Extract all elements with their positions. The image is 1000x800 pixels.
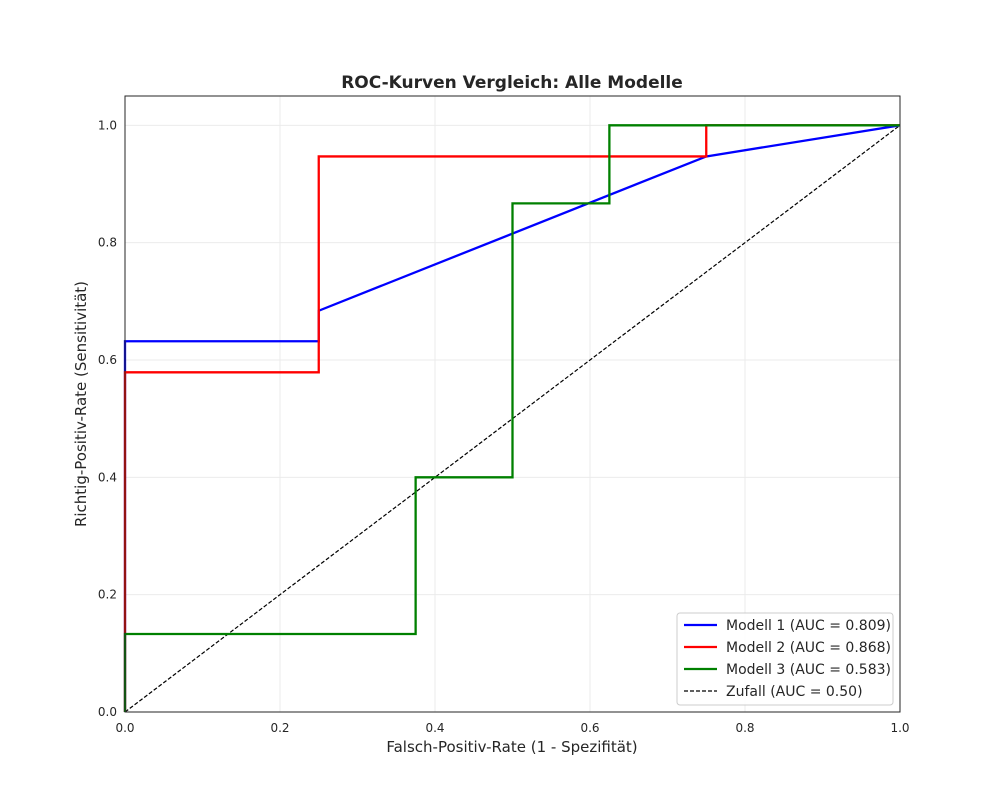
- y-tick-label: 0.8: [98, 236, 117, 250]
- x-tick-label: 0.8: [735, 721, 754, 735]
- legend-label-3: Modell 3 (AUC = 0.583): [726, 662, 891, 678]
- x-tick-label: 0.6: [580, 721, 599, 735]
- y-tick-label: 1.0: [98, 118, 117, 132]
- x-tick-label: 1.0: [890, 721, 909, 735]
- x-tick-label: 0.0: [115, 721, 134, 735]
- x-axis-label: Falsch-Positiv-Rate (1 - Spezifität): [386, 738, 637, 756]
- plot-frame: [124, 95, 901, 713]
- y-tick-label: 0.6: [98, 353, 117, 367]
- x-tick-label: 0.4: [425, 721, 444, 735]
- y-tick-label: 0.2: [98, 588, 117, 602]
- x-tick-labels: 0.0 0.2 0.4 0.6 0.8 1.0: [115, 721, 909, 735]
- series-line-3: [123, 124, 900, 712]
- y-tick-labels: 0.0 0.2 0.4 0.6 0.8 1.0: [98, 118, 117, 719]
- y-axis-label: Richtig-Positiv-Rate (Sensitivität): [72, 281, 90, 527]
- legend-label-2: Modell 2 (AUC = 0.868): [726, 640, 891, 656]
- legend-box: [676, 612, 894, 706]
- x-tick-label: 0.2: [270, 721, 289, 735]
- y-tick-label: 0.0: [98, 705, 117, 719]
- legend-label-1: Modell 1 (AUC = 0.809): [726, 618, 891, 634]
- y-tick-label: 0.4: [98, 470, 117, 484]
- chart-title: ROC-Kurven Vergleich: Alle Modelle: [341, 73, 683, 93]
- legend-label-4: Zufall (AUC = 0.50): [726, 684, 863, 700]
- legend: Modell 1 (AUC = 0.809) Modell 2 (AUC = 0.…: [676, 612, 894, 706]
